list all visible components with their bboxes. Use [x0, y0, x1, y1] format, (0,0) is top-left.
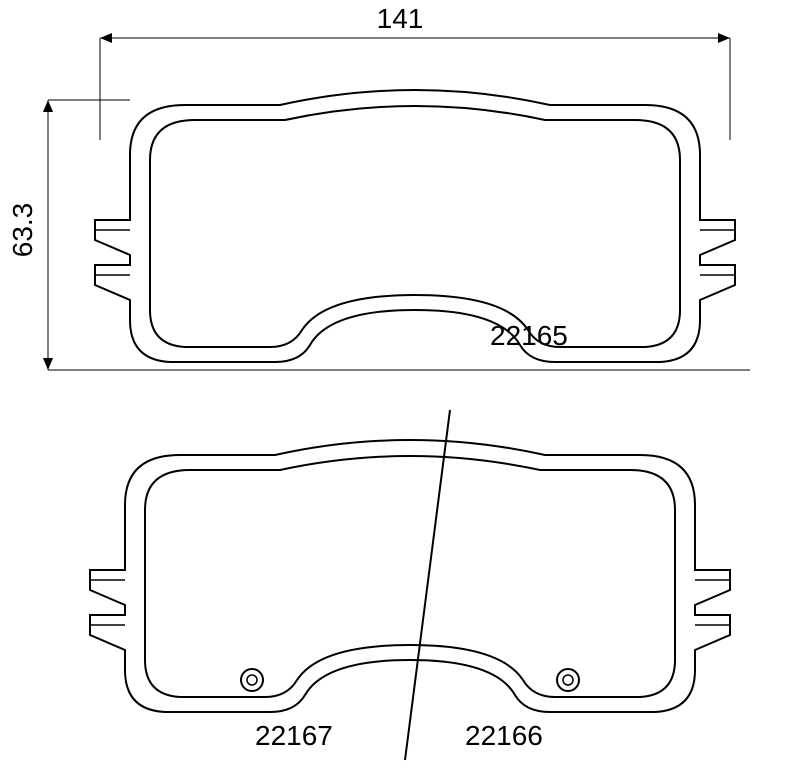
- split-line: [405, 410, 450, 760]
- drawing-svg: 141 63.3 22165: [0, 0, 800, 784]
- dimension-height: 63.3: [7, 100, 750, 370]
- lower-left-part-number: 22167: [255, 720, 333, 751]
- lower-right-part-number: 22166: [465, 720, 543, 751]
- dim-width-value: 141: [377, 3, 424, 34]
- upper-pad: 22165: [95, 90, 735, 362]
- rivet-left: [241, 669, 263, 691]
- dim-height-value: 63.3: [7, 203, 38, 258]
- technical-drawing: 141 63.3 22165: [0, 0, 800, 784]
- upper-pad-part-number: 22165: [490, 320, 568, 351]
- rivet-right: [557, 669, 579, 691]
- lower-pad: 22167 22166: [90, 410, 730, 760]
